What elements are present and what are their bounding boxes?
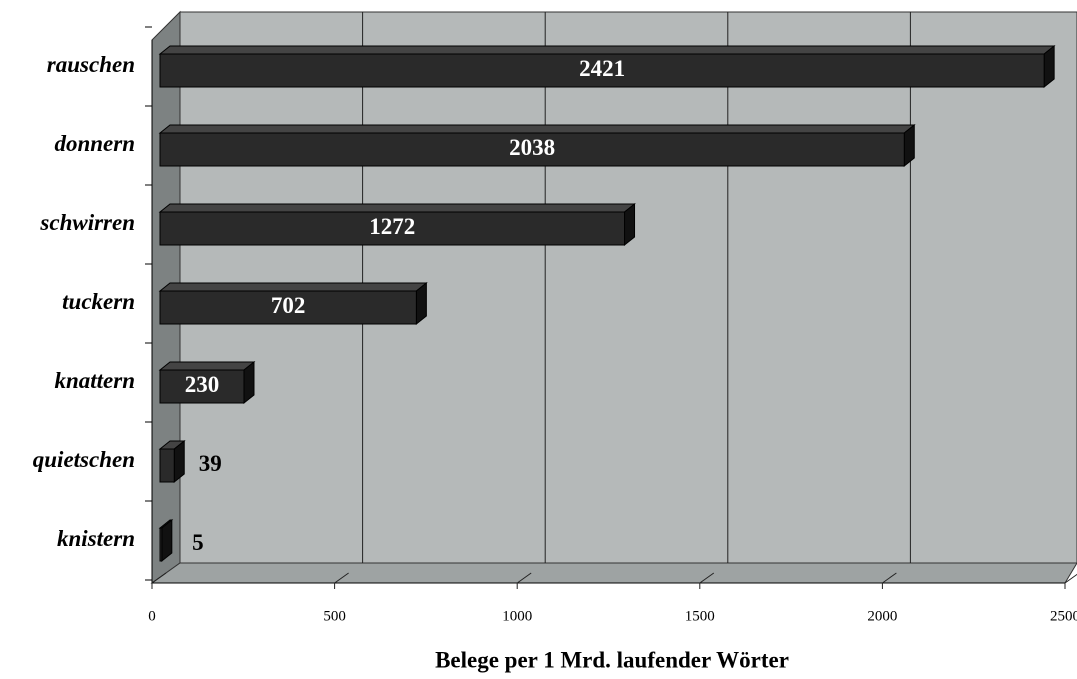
x-tick-label: 0: [148, 608, 156, 624]
x-tick: [516, 572, 532, 584]
bar: [159, 527, 163, 562]
value-label: 702: [271, 293, 306, 318]
x-tick: [334, 572, 349, 584]
floor: [150, 562, 1077, 584]
y-tick-label: tuckern: [62, 289, 135, 314]
y-tick-label: quietschen: [33, 447, 135, 472]
y-tick-label: rauschen: [47, 52, 135, 77]
bar: [159, 290, 417, 325]
bar-top: [158, 124, 916, 134]
bar-top: [158, 361, 256, 371]
value-label: 2421: [579, 56, 625, 81]
x-tick-label: 2000: [867, 608, 897, 624]
x-tick: [151, 572, 167, 584]
x-tick: [882, 572, 897, 584]
value-label: 230: [185, 372, 220, 397]
value-label: 2038: [509, 135, 555, 160]
bar: [159, 448, 175, 483]
x-tick-label: 2500: [1050, 608, 1077, 624]
x-tick: [699, 572, 715, 584]
y-tick-label: schwirren: [39, 210, 135, 235]
value-label: 5: [192, 530, 204, 555]
y-tick-label: donnern: [54, 131, 135, 156]
value-label: 39: [199, 451, 222, 476]
bar: [159, 132, 905, 167]
x-tick-label: 500: [323, 608, 346, 624]
y-tick-label: knattern: [54, 368, 135, 393]
x-tick-label: 1000: [502, 608, 532, 624]
y-tick-label: knistern: [57, 526, 135, 551]
bar: [159, 53, 1045, 88]
x-tick-label: 1500: [685, 608, 715, 624]
bar-top: [158, 282, 428, 292]
bar: [159, 211, 626, 246]
value-label: 1272: [369, 214, 415, 239]
bar: [159, 369, 245, 404]
x-axis-label: Belege per 1 Mrd. laufender Wörter: [435, 647, 789, 672]
bar-top: [158, 45, 1056, 55]
bar-top: [158, 203, 636, 213]
